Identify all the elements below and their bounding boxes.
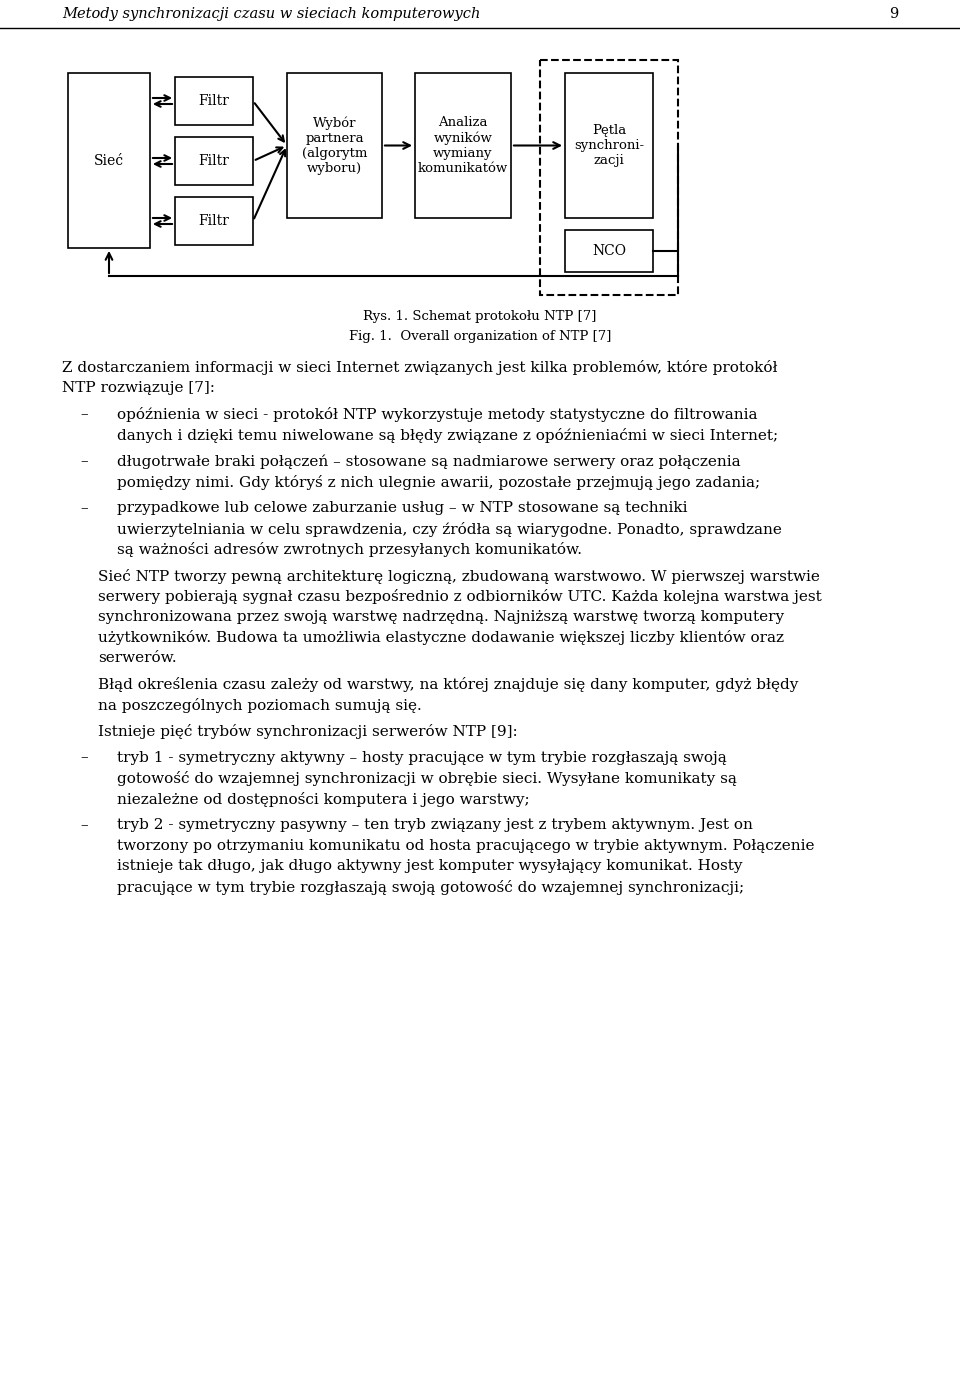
Text: NTP rozwiązuje [7]:: NTP rozwiązuje [7]:	[62, 381, 215, 395]
Text: 9: 9	[889, 7, 898, 21]
Text: opóźnienia w sieci - protokół NTP wykorzystuje metody statystyczne do filtrowani: opóźnienia w sieci - protokół NTP wykorz…	[117, 407, 757, 423]
Text: danych i dzięki temu niwelowane są błędy związane z opóźnieniaćmi w sieci Intern: danych i dzięki temu niwelowane są błędy…	[117, 428, 779, 442]
Text: synchronizowana przez swoją warstwę nadrzędną. Najniższą warstwę tworzą komputer: synchronizowana przez swoją warstwę nadr…	[98, 609, 784, 623]
Text: pomiędzy nimi. Gdy któryś z nich ulegnie awarii, pozostałe przejmują jego zadani: pomiędzy nimi. Gdy któryś z nich ulegnie…	[117, 475, 760, 489]
Text: na poszczególnych poziomach sumują się.: na poszczególnych poziomach sumują się.	[98, 697, 421, 713]
Bar	[565, 231, 653, 272]
Text: –: –	[80, 501, 87, 515]
Bar	[175, 137, 253, 185]
Text: Filtr: Filtr	[199, 94, 229, 108]
Text: serwery pobierają sygnał czasu bezpośrednio z odbiorników UTC. Każda kolejna war: serwery pobierają sygnał czasu bezpośred…	[98, 590, 822, 603]
Text: Istnieje pięć trybów synchronizacji serwerów NTP [9]:: Istnieje pięć trybów synchronizacji serw…	[98, 724, 517, 739]
Text: uwierzytelniania w celu sprawdzenia, czy źródła są wiarygodne. Ponadto, sprawdza: uwierzytelniania w celu sprawdzenia, czy…	[117, 522, 781, 536]
Text: gotowość do wzajemnej synchronizacji w obrębie sieci. Wysyłane komunikaty są: gotowość do wzajemnej synchronizacji w o…	[117, 771, 737, 786]
Text: długotrwałe braki połączeń – stosowane są nadmiarowe serwery oraz połączenia: długotrwałe braki połączeń – stosowane s…	[117, 454, 740, 468]
Text: –: –	[80, 818, 87, 831]
Text: pracujące w tym trybie rozgłaszają swoją gotowość do wzajemnej synchronizacji;: pracujące w tym trybie rozgłaszają swoją…	[117, 880, 744, 895]
Text: –: –	[80, 454, 87, 468]
Text: tryb 1 - symetryczny aktywny – hosty pracujące w tym trybie rozgłaszają swoją: tryb 1 - symetryczny aktywny – hosty pra…	[117, 750, 727, 765]
Text: użytkowników. Budowa ta umożliwia elastyczne dodawanie większej liczby klientów : użytkowników. Budowa ta umożliwia elasty…	[98, 630, 784, 645]
Text: serwerów.: serwerów.	[98, 650, 177, 664]
Bar	[68, 73, 150, 249]
Text: są ważności adresów zwrotnych przesyłanych komunikatów.: są ważności adresów zwrotnych przesyłany…	[117, 541, 582, 557]
Text: Pętla
synchroni-
zacji: Pętla synchroni- zacji	[574, 124, 644, 167]
Text: Rys. 1. Schemat protokołu NTP [7]: Rys. 1. Schemat protokołu NTP [7]	[363, 309, 597, 323]
Text: Analiza
wyników
wymiany
komunikatów: Analiza wyników wymiany komunikatów	[418, 116, 508, 175]
Text: –: –	[80, 407, 87, 421]
Text: Sieć: Sieć	[94, 153, 124, 167]
Text: –: –	[80, 750, 87, 765]
Bar	[565, 73, 653, 218]
Text: NCO: NCO	[592, 244, 626, 258]
Text: Metody synchronizacji czasu w sieciach komputerowych: Metody synchronizacji czasu w sieciach k…	[62, 7, 480, 21]
Bar	[175, 197, 253, 244]
Text: Sieć NTP tworzy pewną architekturę logiczną, zbudowaną warstwowo. W pierwszej wa: Sieć NTP tworzy pewną architekturę logic…	[98, 569, 820, 584]
Bar	[287, 73, 382, 218]
Text: tworzony po otrzymaniu komunikatu od hosta pracującego w trybie aktywnym. Połącz: tworzony po otrzymaniu komunikatu od hos…	[117, 838, 814, 852]
Text: przypadkowe lub celowe zaburzanie usług – w NTP stosowane są techniki: przypadkowe lub celowe zaburzanie usług …	[117, 501, 687, 515]
Text: Filtr: Filtr	[199, 155, 229, 168]
Text: istnieje tak długo, jak długo aktywny jest komputer wysyłający komunikat. Hosty: istnieje tak długo, jak długo aktywny je…	[117, 859, 742, 873]
Text: niezależne od dostępności komputera i jego warstwy;: niezależne od dostępności komputera i je…	[117, 791, 530, 807]
Text: Błąd określenia czasu zależy od warstwy, na której znajduje się dany komputer, g: Błąd określenia czasu zależy od warstwy,…	[98, 677, 799, 692]
Bar	[415, 73, 511, 218]
Text: tryb 2 - symetryczny pasywny – ten tryb związany jest z trybem aktywnym. Jest on: tryb 2 - symetryczny pasywny – ten tryb …	[117, 818, 753, 831]
Bar	[540, 59, 678, 296]
Text: Wybór
partnera
(algorytm
wyboru): Wybór partnera (algorytm wyboru)	[301, 116, 367, 175]
Text: Fig. 1.  Overall organization of NTP [7]: Fig. 1. Overall organization of NTP [7]	[348, 330, 612, 342]
Text: Filtr: Filtr	[199, 214, 229, 228]
Text: Z dostarczaniem informacji w sieci Internet związanych jest kilka problemów, któ: Z dostarczaniem informacji w sieci Inter…	[62, 360, 778, 376]
Bar	[175, 77, 253, 126]
